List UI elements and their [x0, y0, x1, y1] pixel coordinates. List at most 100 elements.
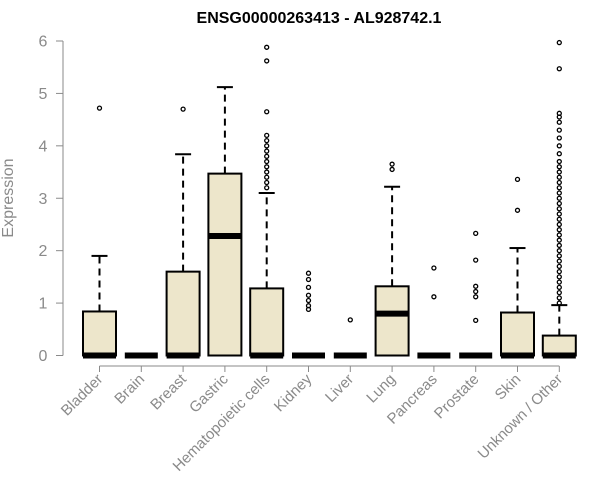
- outlier-point: [556, 242, 562, 249]
- y-tick-label: 3: [39, 191, 48, 208]
- box-rect: [374, 285, 410, 357]
- x-tick-label: Bladder: [58, 371, 107, 420]
- outlier-point: [264, 158, 270, 165]
- y-axis: 0 1 2 3 4 5 6: [39, 34, 64, 365]
- outlier-point: [556, 300, 562, 306]
- box-rect: [82, 310, 117, 357]
- outlier-point: [473, 283, 479, 289]
- outlier-point: [431, 294, 437, 300]
- outlier-point: [556, 179, 562, 186]
- y-tick-label: 1: [39, 296, 48, 313]
- outlier-point: [556, 66, 562, 72]
- outlier-point: [556, 119, 562, 125]
- outlier-point: [556, 289, 562, 296]
- outlier-point: [556, 200, 562, 207]
- outlier-point: [305, 284, 312, 291]
- y-tick-label: 6: [39, 34, 48, 51]
- outlier-point: [473, 317, 479, 324]
- outlier-point: [556, 195, 562, 201]
- outlier-point: [556, 227, 562, 233]
- x-tick-label: Lung: [363, 371, 399, 407]
- outlier-point: [556, 206, 562, 212]
- outlier-point: [556, 174, 562, 180]
- outlier-point: [556, 232, 562, 238]
- outlier-point: [556, 211, 562, 217]
- x-tick-label: Kidney: [271, 370, 316, 415]
- outlier-point: [264, 132, 270, 139]
- outlier-point: [556, 164, 562, 170]
- box-unknown-other: [541, 39, 577, 359]
- outlier-point: [556, 268, 562, 275]
- outlier-point: [514, 207, 521, 213]
- outlier-point: [556, 221, 562, 228]
- x-tick-label: Prostate: [431, 371, 483, 423]
- box-kidney: [292, 270, 325, 359]
- outlier-point: [556, 237, 562, 243]
- outlier-point: [305, 270, 312, 276]
- outlier-point: [556, 274, 562, 280]
- outlier-point: [556, 295, 562, 301]
- outlier-point: [264, 174, 270, 180]
- outlier-point: [556, 135, 562, 141]
- box-prostate: [459, 230, 493, 359]
- box-liver: [333, 317, 367, 359]
- outlier-point: [556, 258, 562, 264]
- outlier-point: [556, 216, 562, 222]
- box-breast: [165, 106, 201, 359]
- y-tick-label: 5: [39, 86, 48, 103]
- outlier-point: [389, 161, 395, 167]
- outlier-point: [556, 158, 562, 165]
- box-rect: [500, 311, 535, 357]
- box-bladder: [82, 105, 117, 359]
- outlier-point: [556, 143, 562, 149]
- outlier-point: [556, 110, 562, 116]
- outlier-point: [556, 190, 562, 196]
- outlier-point: [556, 151, 562, 157]
- outlier-point: [473, 257, 479, 263]
- outlier-point: [431, 265, 437, 271]
- outlier-point: [556, 253, 562, 259]
- outlier-point: [305, 292, 312, 298]
- y-tick-label: 0: [39, 348, 48, 365]
- outlier-point: [556, 284, 562, 291]
- x-tick-label: Skin: [492, 371, 525, 404]
- outlier-point: [264, 153, 270, 159]
- outlier-point: [556, 39, 562, 46]
- outlier-point: [264, 58, 270, 64]
- outlier-point: [264, 185, 270, 191]
- outlier-point: [556, 169, 562, 175]
- outlier-point: [556, 127, 562, 133]
- outlier-point: [264, 109, 270, 115]
- box-rect: [165, 270, 201, 357]
- box-rect: [249, 287, 285, 357]
- outlier-point: [473, 288, 479, 295]
- outlier-point: [264, 179, 270, 186]
- outlier-point: [556, 279, 562, 285]
- outlier-point: [473, 230, 479, 237]
- y-tick-label: 2: [39, 243, 48, 260]
- outlier-point: [264, 169, 270, 175]
- outlier-point: [514, 176, 521, 183]
- outlier-point: [264, 143, 270, 149]
- outlier-point: [556, 185, 562, 191]
- outlier-point: [305, 297, 312, 304]
- outlier-point: [180, 106, 186, 112]
- outlier-point: [473, 294, 479, 300]
- outlier-point: [556, 263, 562, 270]
- box-gastric: [207, 86, 243, 357]
- box-pancreas: [417, 265, 451, 359]
- outlier-point: [305, 303, 312, 309]
- x-tick-label: Liver: [322, 371, 357, 406]
- y-tick-label: 4: [39, 138, 48, 155]
- box-rect: [207, 172, 243, 357]
- outlier-point: [264, 44, 270, 50]
- outlier-point: [389, 166, 395, 173]
- outlier-point: [264, 164, 270, 170]
- box-hematopoietic-cells: [249, 44, 285, 359]
- outlier-point: [305, 276, 312, 283]
- x-tick-label: Breast: [147, 370, 190, 413]
- outlier-point: [556, 248, 562, 254]
- box-lung: [374, 161, 410, 357]
